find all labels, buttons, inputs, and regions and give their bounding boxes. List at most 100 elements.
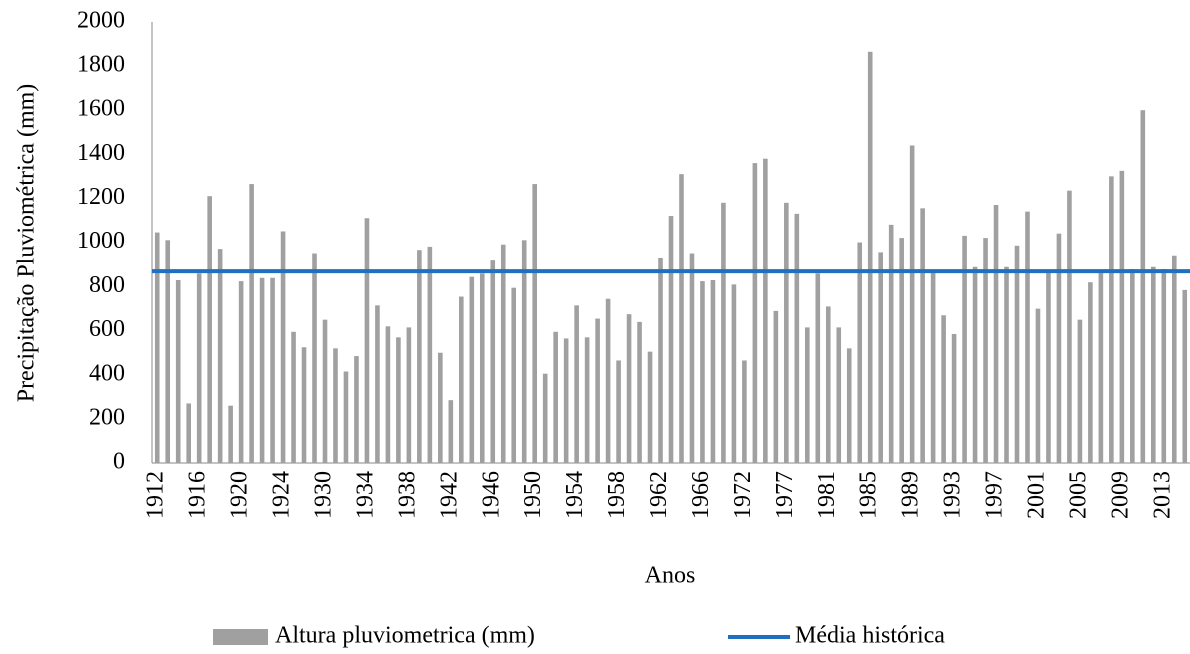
x-tick-label: 1912 xyxy=(143,471,169,519)
bar xyxy=(920,208,925,463)
x-tick-label: 1924 xyxy=(269,471,295,519)
bar xyxy=(521,240,527,463)
bar xyxy=(752,163,758,463)
bar xyxy=(238,281,244,463)
bar xyxy=(679,174,684,463)
bar xyxy=(584,337,590,463)
bar xyxy=(836,327,842,463)
y-tick-label: 1000 xyxy=(77,228,125,254)
bar xyxy=(322,319,328,463)
bar xyxy=(532,184,537,463)
bar xyxy=(280,231,286,463)
x-tick-label: 1916 xyxy=(185,471,211,519)
bar xyxy=(742,360,747,463)
bar xyxy=(354,356,359,463)
bar xyxy=(1088,282,1093,463)
bar xyxy=(616,360,621,463)
bar xyxy=(1046,271,1051,463)
x-tick-label: 1954 xyxy=(562,471,588,519)
y-tick-label: 800 xyxy=(89,272,125,298)
x-tick-label: 1985 xyxy=(856,471,882,519)
bar xyxy=(1119,170,1125,463)
bar xyxy=(500,244,506,463)
y-tick-label: 1200 xyxy=(77,184,125,210)
bar xyxy=(1004,266,1009,463)
bar xyxy=(1109,176,1114,463)
bar xyxy=(249,184,254,463)
y-tick-label: 1800 xyxy=(77,52,125,78)
bar xyxy=(301,347,307,463)
y-tick-label: 600 xyxy=(89,316,125,342)
bar xyxy=(1161,268,1167,463)
bar xyxy=(1140,110,1146,463)
bar xyxy=(563,338,569,463)
bar xyxy=(196,273,202,463)
x-tick-label: 1972 xyxy=(730,471,756,519)
bar xyxy=(626,314,632,463)
bar xyxy=(689,253,695,463)
bar xyxy=(951,334,957,463)
bar xyxy=(333,348,338,463)
bar xyxy=(217,249,223,463)
x-tick-label: 1934 xyxy=(352,471,378,519)
x-tick-label: 2005 xyxy=(1065,471,1091,519)
bar xyxy=(469,276,475,463)
bar xyxy=(228,405,233,463)
bar xyxy=(878,252,883,463)
bar xyxy=(962,235,967,463)
bar xyxy=(846,348,852,463)
bar xyxy=(259,277,265,463)
x-tick-label: 1920 xyxy=(227,471,253,519)
bar xyxy=(773,310,779,463)
bar xyxy=(825,306,831,463)
bar xyxy=(784,202,789,463)
bar xyxy=(1130,268,1135,463)
bar xyxy=(448,400,454,463)
bar xyxy=(930,271,936,463)
bar xyxy=(385,326,391,463)
bar xyxy=(1182,289,1188,463)
bar xyxy=(1035,308,1041,463)
bar xyxy=(972,266,978,463)
bar xyxy=(815,273,821,463)
legend-label: Média histórica xyxy=(795,623,945,649)
bar xyxy=(805,327,810,463)
x-tick-label: 1946 xyxy=(478,471,504,519)
bar xyxy=(396,337,401,463)
bar xyxy=(574,305,579,463)
legend-label: Altura pluviometrica (mm) xyxy=(275,623,535,649)
bar xyxy=(1077,319,1083,463)
x-tick-label: 1942 xyxy=(436,471,462,519)
bar xyxy=(542,373,548,463)
y-tick-label: 1400 xyxy=(77,140,125,166)
bar xyxy=(1151,266,1156,463)
bar xyxy=(658,257,663,463)
bar xyxy=(406,327,412,463)
bar xyxy=(154,232,160,463)
x-tick-label: 2013 xyxy=(1149,471,1175,519)
x-tick-label: 1930 xyxy=(311,471,337,519)
x-tick-label: 2001 xyxy=(1023,471,1049,519)
bar xyxy=(1171,255,1177,463)
bar xyxy=(270,277,275,463)
x-tick-label: 1977 xyxy=(772,471,798,519)
bar xyxy=(312,253,317,463)
bar xyxy=(710,279,716,463)
bar xyxy=(595,318,600,463)
x-tick-label: 1962 xyxy=(646,471,672,519)
bar xyxy=(1056,233,1062,463)
bar xyxy=(375,305,380,463)
bar xyxy=(721,202,726,463)
bar xyxy=(207,196,212,463)
x-tick-label: 1993 xyxy=(940,471,966,519)
x-axis-title: Anos xyxy=(645,563,696,589)
bar xyxy=(1067,190,1072,463)
legend-swatch xyxy=(213,629,268,645)
bar xyxy=(417,250,422,463)
bar xyxy=(1025,211,1030,463)
bar xyxy=(479,273,485,463)
bar xyxy=(941,315,946,463)
bar xyxy=(343,371,349,463)
bar xyxy=(1014,245,1020,463)
y-tick-label: 2000 xyxy=(77,8,125,34)
